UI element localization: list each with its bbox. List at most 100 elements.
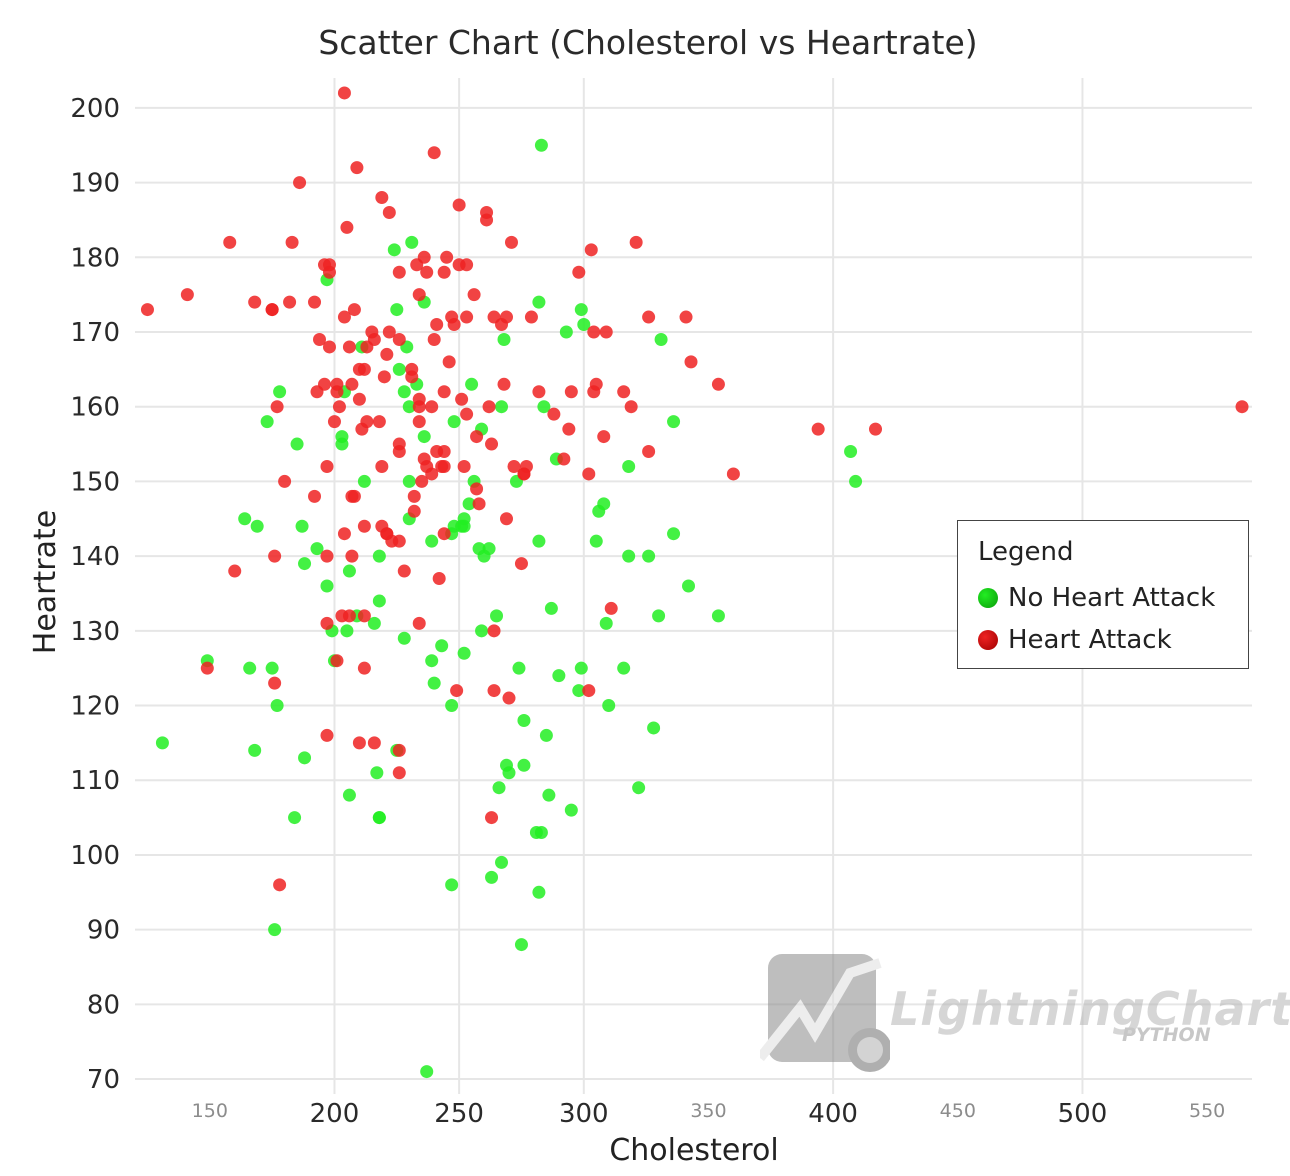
x-tick-label: 500 [1058, 1099, 1108, 1129]
point-heart-attack [811, 422, 825, 436]
y-axis-title: Heartrate [28, 510, 63, 654]
point-heart-attack [392, 743, 406, 757]
point-heart-attack [320, 728, 334, 742]
legend-item-no-heart-attack[interactable]: No Heart Attack [978, 583, 1215, 613]
point-heart-attack [472, 497, 486, 511]
point-heart-attack [228, 564, 242, 578]
point-heart-attack [332, 400, 346, 414]
y-tick-label: 140 [70, 542, 120, 572]
point-no-heart-attack [392, 362, 406, 376]
point-no-heart-attack [492, 781, 506, 795]
point-heart-attack [507, 459, 521, 473]
point-no-heart-attack [495, 855, 509, 869]
point-heart-attack [283, 295, 297, 309]
point-no-heart-attack [475, 624, 489, 638]
point-no-heart-attack [335, 430, 349, 444]
y-tick-label: 150 [70, 467, 120, 497]
x-tick-label: 150 [192, 1100, 228, 1122]
point-no-heart-attack [537, 400, 551, 414]
point-heart-attack [604, 601, 618, 615]
point-heart-attack [452, 198, 466, 212]
point-no-heart-attack [387, 243, 401, 257]
point-no-heart-attack [682, 579, 696, 593]
point-no-heart-attack [342, 564, 356, 578]
point-no-heart-attack [372, 811, 386, 825]
point-no-heart-attack [552, 669, 566, 683]
y-tick-label: 120 [70, 692, 120, 722]
point-heart-attack [375, 459, 389, 473]
point-heart-attack [427, 332, 441, 346]
point-heart-attack [532, 385, 546, 399]
point-heart-attack [487, 684, 501, 698]
point-no-heart-attack [497, 332, 511, 346]
point-heart-attack [285, 235, 299, 249]
point-heart-attack [440, 250, 454, 264]
point-heart-attack [308, 489, 322, 503]
point-no-heart-attack [495, 400, 509, 414]
point-no-heart-attack [298, 557, 312, 571]
point-no-heart-attack [155, 736, 169, 750]
point-no-heart-attack [427, 676, 441, 690]
x-tick-label: 300 [559, 1099, 609, 1129]
legend-item-heart-attack[interactable]: Heart Attack [978, 625, 1172, 655]
point-heart-attack [268, 676, 282, 690]
point-no-heart-attack [260, 415, 274, 429]
point-no-heart-attack [243, 661, 257, 675]
x-tick-label: 400 [808, 1099, 858, 1129]
point-no-heart-attack [462, 497, 476, 511]
point-no-heart-attack [372, 549, 386, 563]
chart-title: Scatter Chart (Cholesterol vs Heartrate) [318, 23, 977, 62]
point-heart-attack [412, 392, 426, 406]
lightningchart-watermark: LightningChart PYTHON [756, 948, 1290, 1078]
point-heart-attack [642, 445, 656, 459]
point-no-heart-attack [248, 743, 262, 757]
point-no-heart-attack [589, 534, 603, 548]
point-heart-attack [642, 310, 656, 324]
point-heart-attack [460, 407, 474, 421]
y-tick-label: 190 [70, 169, 120, 199]
y-tick-label: 70 [87, 1065, 120, 1095]
point-heart-attack [320, 549, 334, 563]
point-heart-attack [350, 161, 364, 175]
point-no-heart-attack [539, 728, 553, 742]
point-heart-attack [415, 474, 429, 488]
legend-marker-heart-attack [978, 630, 998, 650]
point-heart-attack [337, 86, 351, 100]
point-heart-attack [327, 415, 341, 429]
point-heart-attack [278, 474, 292, 488]
point-heart-attack [320, 616, 334, 630]
point-heart-attack [629, 235, 643, 249]
point-no-heart-attack [367, 616, 381, 630]
point-heart-attack [869, 422, 883, 436]
point-no-heart-attack [397, 631, 411, 645]
point-heart-attack [412, 415, 426, 429]
point-no-heart-attack [564, 803, 578, 817]
point-heart-attack [617, 385, 631, 399]
point-heart-attack [425, 400, 439, 414]
point-no-heart-attack [298, 751, 312, 765]
point-heart-attack [372, 415, 386, 429]
point-heart-attack [679, 310, 693, 324]
point-heart-attack [357, 609, 371, 623]
point-no-heart-attack [602, 699, 616, 713]
point-heart-attack [347, 303, 361, 317]
point-no-heart-attack [435, 639, 449, 653]
point-heart-attack [392, 332, 406, 346]
point-heart-attack [352, 736, 366, 750]
point-no-heart-attack [574, 661, 588, 675]
point-no-heart-attack [559, 325, 573, 339]
point-heart-attack [392, 265, 406, 279]
point-heart-attack [587, 325, 601, 339]
point-heart-attack [467, 288, 481, 302]
point-no-heart-attack [577, 318, 591, 332]
point-no-heart-attack [844, 445, 858, 459]
point-heart-attack [1235, 400, 1249, 414]
point-no-heart-attack [667, 415, 681, 429]
legend-marker-no-heart-attack [978, 588, 998, 608]
point-no-heart-attack [390, 303, 404, 317]
x-tick-label: 250 [434, 1099, 484, 1129]
point-heart-attack [455, 392, 469, 406]
point-heart-attack [382, 205, 396, 219]
point-heart-attack [337, 310, 351, 324]
